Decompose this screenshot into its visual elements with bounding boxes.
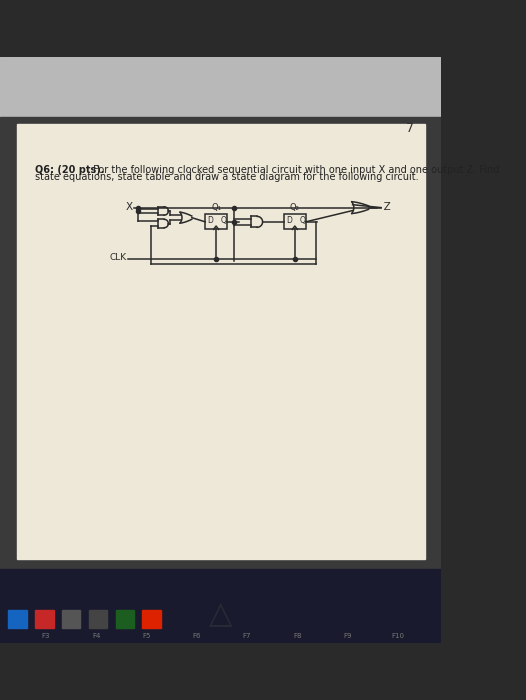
- Text: F10: F10: [391, 634, 404, 640]
- Bar: [0, 569, 441, 643]
- Text: Q6: (20 pts).: Q6: (20 pts).: [35, 165, 105, 175]
- Text: D: D: [208, 216, 214, 225]
- Bar: [284, 214, 306, 230]
- Text: state equations, state table and draw a state diagram for the following circuit.: state equations, state table and draw a …: [35, 172, 419, 183]
- Text: — Z: — Z: [370, 202, 391, 212]
- Bar: [0, 117, 441, 569]
- Text: F7: F7: [243, 634, 251, 640]
- Text: F6: F6: [193, 634, 201, 640]
- Text: F4: F4: [92, 634, 100, 640]
- Bar: [8, 610, 27, 628]
- Text: 7: 7: [407, 122, 414, 134]
- Text: Q: Q: [300, 216, 306, 225]
- Text: Q₁: Q₁: [211, 203, 221, 212]
- Bar: [62, 610, 80, 628]
- Text: F5: F5: [143, 634, 151, 640]
- Bar: [35, 610, 54, 628]
- Bar: [89, 610, 107, 628]
- Bar: [0, 57, 441, 120]
- Bar: [17, 124, 426, 559]
- Text: F3: F3: [42, 634, 50, 640]
- Bar: [116, 610, 134, 628]
- Bar: [143, 610, 161, 628]
- Text: D: D: [287, 216, 292, 225]
- Text: CLK: CLK: [109, 253, 126, 262]
- Text: For the following clocked sequential circuit with one input X and one output Z. : For the following clocked sequential cir…: [89, 165, 499, 175]
- Text: F9: F9: [343, 634, 352, 640]
- Text: △: △: [208, 599, 232, 629]
- Text: Q₂: Q₂: [290, 203, 300, 212]
- Text: Q: Q: [221, 216, 227, 225]
- Text: F8: F8: [293, 634, 301, 640]
- Text: X: X: [125, 202, 133, 212]
- Bar: [205, 214, 227, 230]
